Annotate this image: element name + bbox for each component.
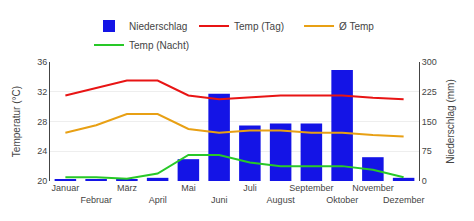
svg-text:Juli: Juli (243, 183, 257, 193)
svg-text:Niederschlag (mm): Niederschlag (mm) (445, 79, 456, 163)
svg-text:Januar: Januar (52, 183, 80, 193)
svg-text:August: August (267, 195, 296, 205)
svg-text:28: 28 (37, 117, 47, 127)
svg-text:Ø Temp: Ø Temp (339, 21, 374, 32)
svg-text:225: 225 (422, 87, 437, 97)
svg-text:Februar: Februar (80, 195, 112, 205)
svg-text:Temp (Tag): Temp (Tag) (234, 21, 284, 32)
svg-text:Juni: Juni (211, 195, 228, 205)
svg-text:24: 24 (37, 146, 47, 156)
svg-text:Temperatur (°C): Temperatur (°C) (11, 86, 22, 157)
svg-text:September: September (289, 183, 333, 193)
svg-text:32: 32 (37, 87, 47, 97)
svg-text:300: 300 (422, 57, 437, 67)
svg-text:Mai: Mai (181, 183, 196, 193)
svg-text:150: 150 (422, 117, 437, 127)
svg-text:November: November (352, 183, 394, 193)
svg-text:Oktober: Oktober (326, 195, 358, 205)
svg-text:Dezember: Dezember (383, 195, 425, 205)
svg-text:20: 20 (37, 176, 47, 186)
svg-text:75: 75 (422, 146, 432, 156)
svg-text:März: März (117, 183, 137, 193)
svg-text:Niederschlag: Niederschlag (129, 21, 187, 32)
svg-text:36: 36 (37, 57, 47, 67)
svg-text:Temp (Nacht): Temp (Nacht) (129, 40, 189, 51)
svg-text:April: April (149, 195, 167, 205)
svg-text:0: 0 (422, 176, 427, 186)
